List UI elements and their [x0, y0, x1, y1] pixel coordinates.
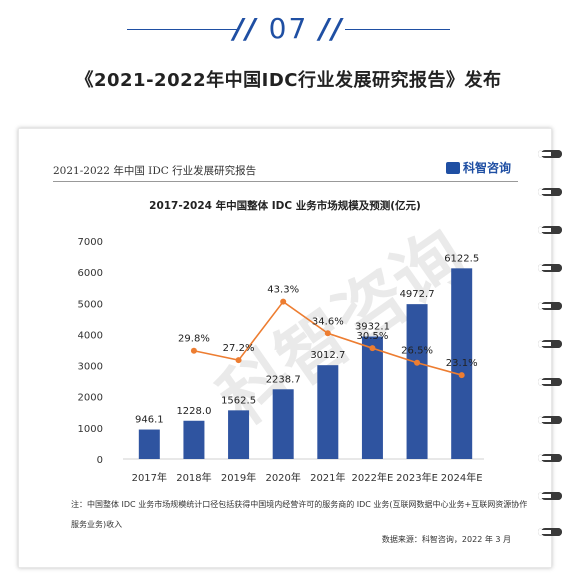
- y-tick-label: 2000: [78, 393, 103, 404]
- x-tick-label: 2019年: [221, 471, 256, 484]
- binder-ring: [538, 416, 562, 424]
- growth-point: [190, 347, 197, 354]
- binder-ring: [538, 528, 562, 536]
- binder-ring: [538, 492, 562, 500]
- x-tick-label: 2023年E: [396, 471, 438, 484]
- bar: [451, 268, 473, 459]
- binder-ring: [538, 150, 562, 158]
- brand-icon: [445, 162, 460, 174]
- growth-point: [369, 345, 376, 352]
- bar: [138, 429, 160, 459]
- data-source: 数据来源：科智咨询，2022 年 3 月: [381, 535, 511, 544]
- growth-point: [280, 298, 287, 305]
- binder-ring: [538, 454, 562, 462]
- bar-value-label: 1562.5: [221, 395, 256, 406]
- growth-label: 27.2%: [223, 343, 255, 354]
- header-rule-left: [127, 29, 239, 30]
- x-tick-label: 2020年: [265, 471, 300, 484]
- x-tick-label: 2021年: [310, 471, 345, 484]
- watermark: 科智咨询: [204, 217, 480, 442]
- y-tick-label: 7000: [78, 237, 103, 248]
- bar-value-label: 1228.0: [176, 406, 211, 417]
- y-tick-label: 4000: [78, 330, 103, 341]
- growth-label: 30.5%: [357, 331, 389, 342]
- bar-value-label: 3012.7: [310, 350, 345, 361]
- x-tick-label: 2018年: [176, 471, 211, 484]
- growth-label: 34.6%: [312, 316, 344, 327]
- growth-label: 29.8%: [178, 334, 210, 345]
- bar-value-label: 946.1: [135, 415, 164, 426]
- header-rule-right: [345, 29, 450, 30]
- svg-text:科智咨询: 科智咨询: [204, 217, 480, 442]
- chart: 科智咨询 0 1000 2000 3000 4000 5000 6000 7000 946.1…: [78, 217, 484, 484]
- bar: [183, 420, 205, 459]
- binder-rings: [538, 150, 568, 550]
- growth-point: [458, 372, 465, 379]
- brand-name: 科智咨询: [462, 161, 511, 175]
- binder-ring: [538, 378, 562, 386]
- bar-value-label: 3932.1: [355, 322, 390, 333]
- chart-note: 注：中国整体 IDC 业务市场规模统计口径包括获得中国境内经营许可的服务商的 I…: [71, 500, 528, 529]
- y-tick-label: 0: [97, 455, 103, 466]
- divider: [53, 181, 518, 182]
- bar-value-label: 4972.7: [400, 289, 435, 300]
- section-number: // 07 //: [233, 12, 344, 45]
- x-tick-label: 2017年: [132, 471, 167, 484]
- binder-ring: [538, 340, 562, 348]
- bar: [228, 410, 250, 459]
- binder-ring: [538, 302, 562, 310]
- y-tick-label: 5000: [78, 299, 103, 310]
- growth-point: [235, 357, 242, 364]
- growth-label: 26.5%: [401, 346, 433, 357]
- report-card: 2021-2022 年中国 IDC 行业发展研究报告 科智咨询 2017-202…: [18, 128, 552, 568]
- bar: [406, 304, 428, 459]
- y-tick-label: 6000: [78, 268, 103, 279]
- bar: [272, 389, 294, 459]
- growth-point: [324, 330, 331, 337]
- report-title: 2021-2022 年中国 IDC 行业发展研究报告: [53, 165, 257, 177]
- section-header: // 07 // 《2021-2022年中国IDC行业发展研究报告》发布: [0, 0, 577, 110]
- x-tick-label: 2022年E: [352, 471, 394, 484]
- bar: [361, 336, 383, 459]
- binder-ring: [538, 264, 562, 272]
- y-tick-label: 3000: [78, 362, 103, 373]
- brand-logo: 科智咨询: [445, 159, 511, 176]
- y-tick-label: 1000: [78, 424, 103, 435]
- binder-ring: [538, 188, 562, 196]
- bar-value-label: 6122.5: [444, 253, 479, 264]
- binder-ring: [538, 226, 562, 234]
- x-tick-label: 2024年E: [441, 471, 483, 484]
- growth-label: 23.1%: [446, 358, 478, 369]
- bar-value-label: 2238.7: [266, 374, 301, 385]
- article-title: 《2021-2022年中国IDC行业发展研究报告》发布: [75, 70, 502, 91]
- growth-point: [414, 359, 421, 366]
- bar: [317, 365, 339, 459]
- chart-title: 2017-2024 年中国整体 IDC 业务市场规模及预测(亿元): [149, 200, 421, 212]
- growth-label: 43.3%: [267, 285, 299, 296]
